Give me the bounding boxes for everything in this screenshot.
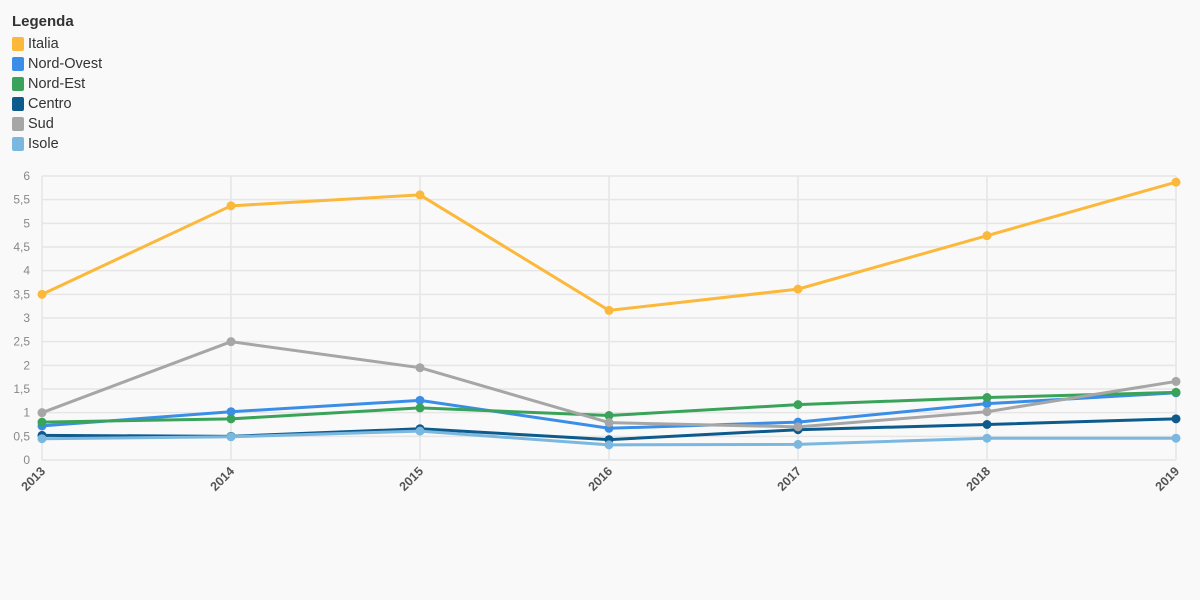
data-point-isole (604, 440, 614, 450)
y-tick-label: 0,5 (13, 429, 30, 443)
y-tick-label: 4 (23, 264, 30, 278)
legend-item-centro[interactable]: Centro (12, 94, 102, 114)
legend-item-nord-est[interactable]: Nord-Est (12, 74, 102, 94)
data-point-nord-ovest (982, 399, 992, 409)
y-tick-label: 5,5 (13, 193, 30, 207)
legend-label: Isole (28, 136, 59, 152)
x-tick-label: 2014 (208, 464, 238, 494)
data-point-nord-est (982, 393, 992, 403)
data-point-sud (226, 337, 236, 347)
legend-label: Italia (28, 36, 59, 52)
data-point-sud (982, 407, 992, 417)
data-point-isole (226, 432, 236, 442)
data-point-italia (793, 284, 803, 294)
legend-swatch (12, 57, 24, 71)
data-point-nord-est (604, 411, 614, 421)
legend-item-italia[interactable]: Italia (12, 34, 102, 54)
legend-label: Nord-Est (28, 76, 86, 92)
x-tick-label: 2018 (964, 464, 994, 494)
data-point-nord-est (226, 414, 236, 424)
legend-swatch (12, 117, 24, 131)
legend-swatch (12, 137, 24, 151)
data-point-italia (982, 231, 992, 241)
legend-swatch (12, 77, 24, 91)
y-tick-label: 3,5 (13, 287, 30, 301)
legend-swatch (12, 97, 24, 111)
y-tick-label: 6 (23, 169, 30, 183)
data-point-nord-est (793, 400, 803, 410)
data-point-sud (415, 363, 425, 373)
data-point-italia (1171, 177, 1181, 187)
data-point-italia (415, 190, 425, 200)
data-point-nord-ovest (415, 395, 425, 405)
data-point-centro (1171, 414, 1181, 424)
legend-items: Italia Nord-Ovest Nord-Est Centro Sud Isole (12, 34, 102, 154)
x-tick-label: 2016 (586, 464, 616, 494)
legend-label: Nord-Ovest (28, 56, 103, 72)
data-point-nord-est (37, 417, 47, 427)
y-tick-label: 1,5 (13, 382, 30, 396)
legend-label: Centro (28, 96, 72, 112)
y-tick-label: 5 (23, 216, 30, 230)
y-tick-label: 0 (23, 453, 30, 467)
legend-item-nord-ovest[interactable]: Nord-Ovest (12, 54, 102, 74)
data-point-isole (415, 426, 425, 436)
legend-swatch (12, 37, 24, 51)
data-point-italia (226, 201, 236, 211)
x-tick-label: 2013 (19, 464, 49, 494)
x-tick-label: 2015 (397, 464, 427, 494)
data-point-sud (37, 408, 47, 418)
data-point-sud (604, 418, 614, 428)
legend-title: Legenda (12, 13, 74, 30)
y-tick-label: 3 (23, 311, 30, 325)
data-point-italia (604, 305, 614, 315)
data-point-italia (37, 289, 47, 299)
y-tick-label: 2 (23, 358, 30, 372)
data-point-nord-est (415, 403, 425, 413)
data-point-isole (37, 434, 47, 444)
y-tick-label: 4,5 (13, 240, 30, 254)
x-tick-label: 2017 (775, 464, 805, 494)
data-point-centro (982, 420, 992, 429)
y-tick-label: 2,5 (13, 335, 30, 349)
legend: Legenda Italia Nord-Ovest Nord-Est Centro Su… (12, 12, 102, 154)
data-point-sud (1171, 376, 1181, 386)
data-point-isole (982, 433, 992, 443)
data-point-nord-ovest (226, 407, 236, 417)
legend-label: Sud (28, 116, 54, 132)
data-point-nord-est (1171, 387, 1181, 397)
legend-item-isole[interactable]: Isole (12, 134, 102, 154)
legend-item-sud[interactable]: Sud (12, 114, 102, 134)
y-tick-label: 1 (23, 406, 30, 420)
data-point-isole (1171, 433, 1181, 443)
data-point-isole (793, 439, 803, 449)
x-tick-label: 2019 (1153, 464, 1183, 494)
data-point-sud (793, 422, 803, 432)
